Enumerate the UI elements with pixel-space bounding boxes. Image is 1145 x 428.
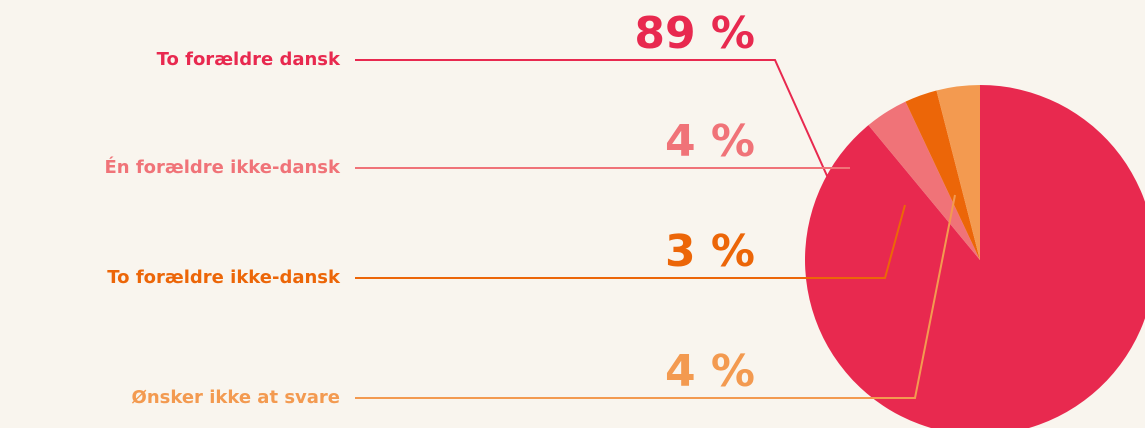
leader-line [355,204,906,279]
value-label: 89 % [634,8,755,59]
value-label: 4 % [665,346,755,397]
category-label: To forældre dansk [157,49,341,70]
pie-slice [936,85,980,260]
value-label: 4 % [665,116,755,167]
category-label: Én forældre ikke-dansk [104,156,341,178]
value-label: 3 % [665,226,755,277]
leader-line [355,59,829,179]
pie-slice [905,90,980,260]
pie-slice [804,85,1145,428]
leader-line [355,194,956,399]
pie-slice [868,101,980,260]
category-label: To forældre ikke-dansk [107,267,341,288]
category-label: Ønsker ikke at svare [132,387,340,408]
